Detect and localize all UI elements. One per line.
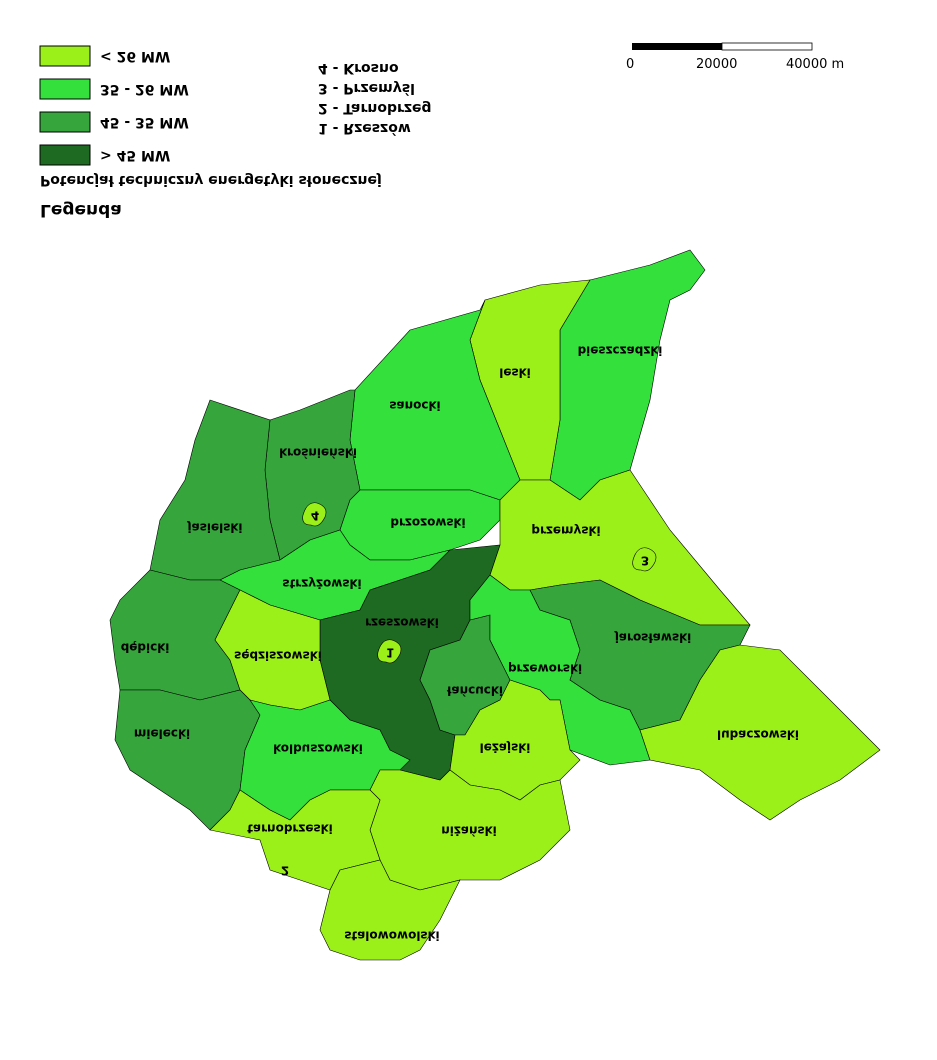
- city-area: [377, 639, 402, 664]
- legend-title: Legenda: [40, 200, 122, 220]
- city-number: 2: [281, 864, 289, 878]
- legend-swatch: [39, 144, 91, 166]
- city-legend: 3 - Przemyśl: [318, 80, 415, 96]
- district-label: tarnobrzeski: [247, 822, 332, 836]
- district-label: dębicki: [121, 641, 170, 655]
- scale-label: 0: [626, 57, 634, 72]
- district-label: bieszczadzki: [578, 344, 663, 358]
- legend-label: 35 - 26 MW: [100, 81, 189, 97]
- district-label: przeworski: [508, 662, 582, 676]
- district-label: rzeszowski: [365, 616, 439, 630]
- city-number: 1: [386, 646, 394, 660]
- city-number: 3: [641, 554, 649, 568]
- district-label: stalowowolski: [344, 929, 439, 943]
- legend-swatch: [39, 111, 91, 133]
- legend-label: 45 - 35 MW: [100, 114, 189, 130]
- district: [639, 644, 881, 821]
- legend-swatch: [39, 78, 91, 100]
- district-label: sanocki: [389, 399, 440, 413]
- scale-bar: [721, 42, 813, 51]
- city-legend: 1 - Rzeszów: [318, 120, 411, 136]
- district: [149, 399, 281, 581]
- city-area: [632, 547, 657, 572]
- scale-bar: [632, 43, 722, 50]
- district-label: leżajski: [480, 741, 531, 755]
- legend-swatch: [39, 45, 91, 67]
- scale-label: 40000 m: [786, 57, 844, 72]
- district-label: strzyżowski: [282, 577, 361, 591]
- district-label: jarosławski: [614, 631, 691, 645]
- district-label: lubaczowski: [717, 728, 799, 742]
- district-label: mielecki: [134, 727, 190, 741]
- district-label: jasielski: [187, 521, 243, 535]
- city-legend: 4 - Krosno: [318, 60, 399, 76]
- district-label: łańcucki: [446, 684, 503, 698]
- legend-label: < 26 MW: [100, 48, 170, 64]
- city-area: [302, 502, 327, 527]
- city-legend: 2 - Tarnobrzeg: [318, 100, 432, 116]
- legend-subtitle: Potencjał techniczny energetyki słoneczn…: [40, 172, 382, 188]
- district-label: brzozowski: [390, 516, 465, 530]
- district-label: krośnieński: [279, 446, 357, 460]
- scale-label: 20000: [696, 57, 737, 72]
- district: [319, 859, 461, 961]
- city-number: 4: [311, 509, 319, 523]
- district-label: kolbuszowski: [273, 742, 363, 756]
- district-label: przemyski: [531, 524, 600, 538]
- district-label: niżański: [441, 824, 497, 838]
- legend-label: > 45 MW: [100, 147, 170, 163]
- district-label: leski: [499, 366, 531, 380]
- district-label: sędziszowski: [234, 649, 322, 663]
